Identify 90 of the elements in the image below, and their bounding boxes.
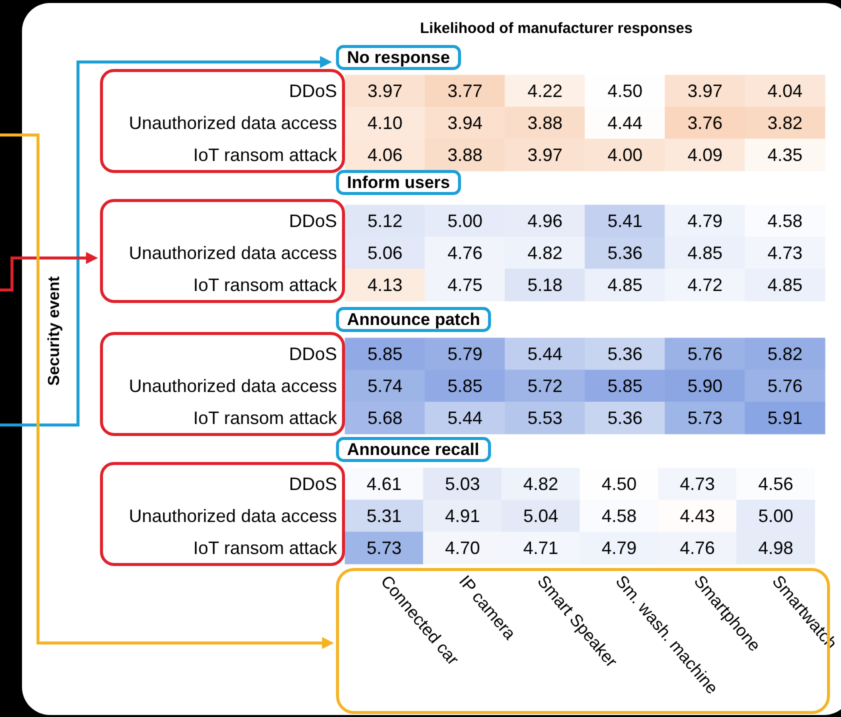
data-label: 5.00 <box>447 211 483 231</box>
data-label: 4.58 <box>602 506 637 526</box>
data-label: 4.13 <box>367 275 403 295</box>
data-label: 4.75 <box>447 275 483 295</box>
text: Security event <box>46 275 64 388</box>
data-label: 4.71 <box>523 538 558 558</box>
chart-title: Announce patch <box>347 310 480 329</box>
y-tick-label: DDoS <box>288 474 337 494</box>
chart-title: Announce recall <box>347 440 480 459</box>
data-label: 4.91 <box>444 506 480 526</box>
data-label: 5.53 <box>527 408 563 428</box>
data-label: 4.70 <box>444 538 480 558</box>
data-label: 5.18 <box>527 275 563 295</box>
data-label: 4.72 <box>687 275 723 295</box>
data-label: 4.61 <box>366 474 402 494</box>
data-label: 4.85 <box>607 275 643 295</box>
data-label: 3.97 <box>367 81 403 101</box>
data-label: 4.09 <box>687 145 723 165</box>
data-label: 3.76 <box>687 113 723 133</box>
data-label: 5.73 <box>687 408 723 428</box>
chart-subtitle: No response <box>347 48 450 67</box>
y-tick-label: DDoS <box>288 344 337 364</box>
data-label: 5.36 <box>607 243 643 263</box>
data-label: 5.03 <box>444 474 480 494</box>
data-label: 5.76 <box>687 344 723 364</box>
data-label: 5.41 <box>607 211 643 231</box>
data-label: 5.76 <box>767 376 803 396</box>
data-label: 5.91 <box>767 408 803 428</box>
data-label: 5.12 <box>367 211 403 231</box>
data-label: 4.79 <box>602 538 637 558</box>
y-tick-label: IoT ransom attack <box>193 145 338 165</box>
data-label: 3.97 <box>687 81 723 101</box>
data-label: 3.82 <box>767 113 803 133</box>
data-label: 5.00 <box>758 506 794 526</box>
data-label: 5.68 <box>367 408 403 428</box>
data-label: 5.85 <box>367 344 403 364</box>
data-label: 4.50 <box>607 81 643 101</box>
data-label: 4.56 <box>758 474 794 494</box>
y-tick-label: Unauthorized data access <box>128 243 337 263</box>
y-tick-label: IoT ransom attack <box>193 275 338 295</box>
data-label: 5.85 <box>447 376 483 396</box>
y-tick-label: DDoS <box>288 211 337 231</box>
data-label: 4.04 <box>767 81 803 101</box>
data-label: 3.88 <box>447 145 483 165</box>
data-label: 4.50 <box>602 474 637 494</box>
data-label: 5.31 <box>366 506 402 526</box>
data-label: 5.90 <box>687 376 723 396</box>
data-label: 4.82 <box>527 243 563 263</box>
chart-title: Likelihood of manufacturer responses <box>420 20 693 37</box>
data-label: 4.82 <box>523 474 558 494</box>
y-tick-label: IoT ransom attack <box>193 538 338 558</box>
data-label: 5.44 <box>527 344 563 364</box>
y-tick-label: DDoS <box>288 81 337 101</box>
data-label: 4.85 <box>767 275 803 295</box>
data-label: 4.00 <box>607 145 643 165</box>
y-tick-label: Unauthorized data access <box>128 113 337 133</box>
y-tick-label: Unauthorized data access <box>128 376 337 396</box>
data-label: 3.88 <box>527 113 563 133</box>
data-label: 5.06 <box>367 243 403 263</box>
data-label: 5.74 <box>367 376 403 396</box>
data-label: 4.73 <box>767 243 803 263</box>
data-label: 5.04 <box>523 506 558 526</box>
data-label: 4.76 <box>447 243 483 263</box>
data-label: 5.79 <box>447 344 483 364</box>
chart-title: Inform users <box>347 173 450 192</box>
data-label: 5.73 <box>366 538 402 558</box>
data-label: 4.43 <box>680 506 715 526</box>
data-label: 3.94 <box>447 113 483 133</box>
data-label: 5.82 <box>767 344 803 364</box>
data-label: 4.79 <box>687 211 723 231</box>
y-tick-label: Unauthorized data access <box>128 506 337 526</box>
data-label: 3.97 <box>527 145 563 165</box>
data-label: 5.85 <box>607 376 643 396</box>
data-label: 4.44 <box>607 113 643 133</box>
data-label: 4.06 <box>367 145 403 165</box>
y-tick-label: IoT ransom attack <box>193 408 338 428</box>
data-label: 5.44 <box>447 408 483 428</box>
data-label: 4.85 <box>687 243 723 263</box>
data-label: 4.96 <box>527 211 563 231</box>
data-label: 5.36 <box>607 408 643 428</box>
data-label: 4.98 <box>758 538 794 558</box>
data-label: 4.73 <box>680 474 715 494</box>
data-label: 3.77 <box>447 81 483 101</box>
data-label: 4.22 <box>527 81 563 101</box>
data-label: 5.72 <box>527 376 563 396</box>
data-label: 4.76 <box>680 538 715 558</box>
data-label: 4.58 <box>767 211 803 231</box>
data-label: 4.35 <box>767 145 803 165</box>
data-label: 5.36 <box>607 344 643 364</box>
data-label: 4.10 <box>367 113 403 133</box>
